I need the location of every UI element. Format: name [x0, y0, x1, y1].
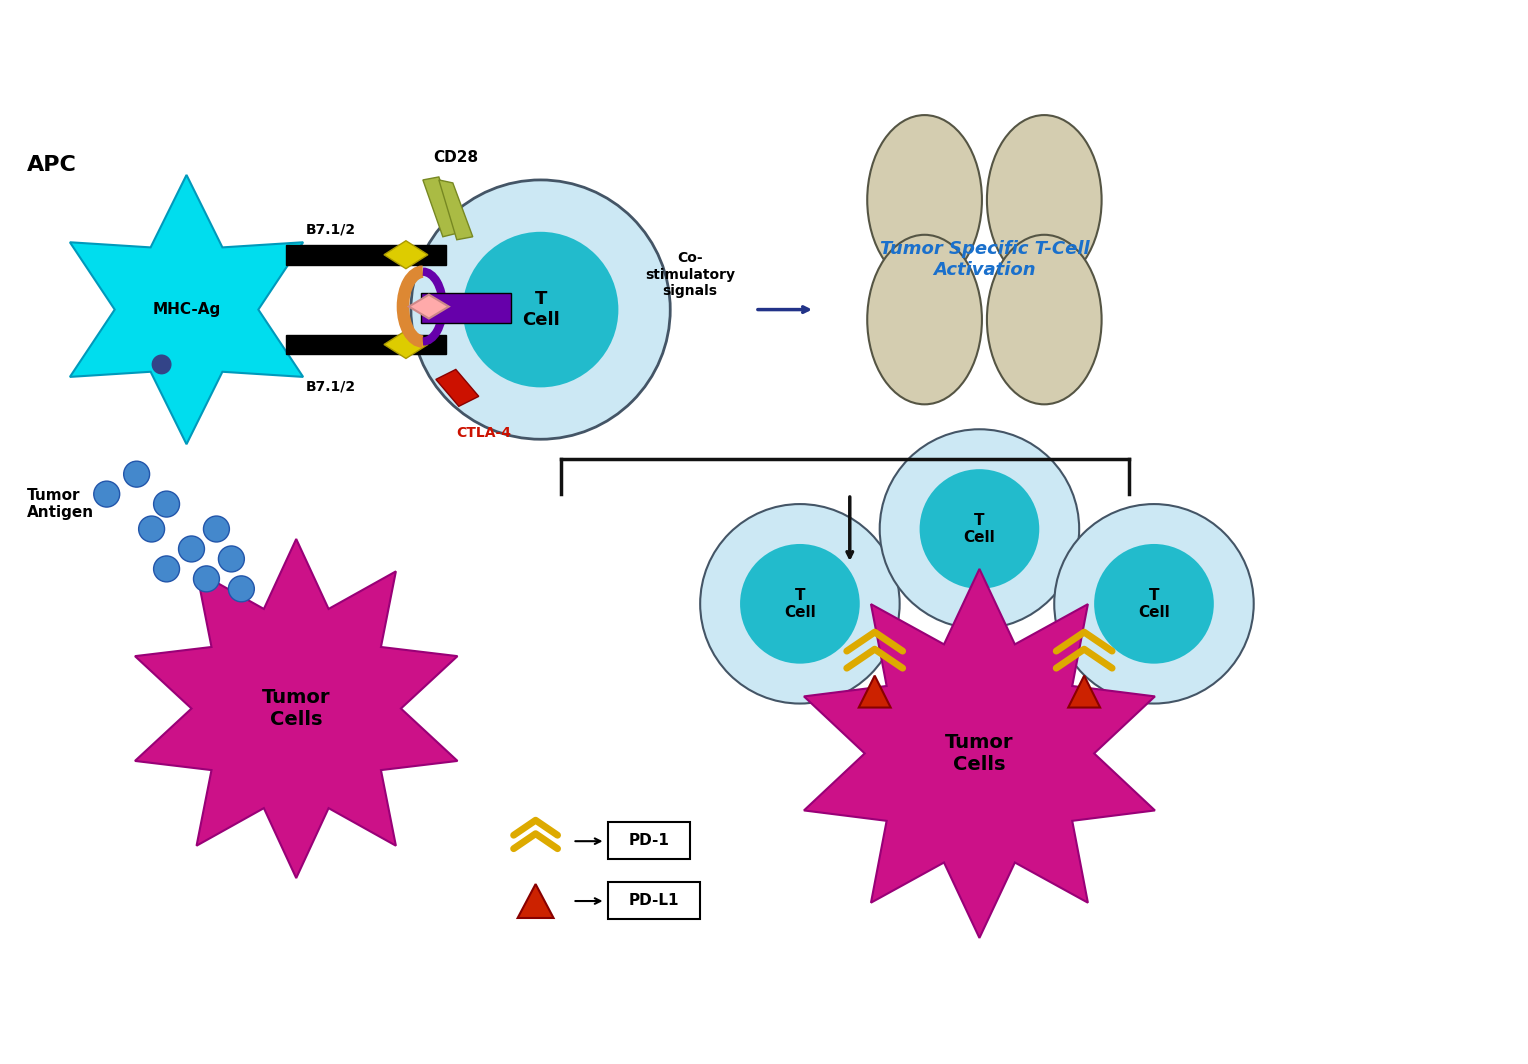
- Text: T
Cell: T Cell: [1138, 587, 1170, 620]
- Text: T
Cell: T Cell: [784, 587, 816, 620]
- Text: T
Cell: T Cell: [521, 290, 559, 329]
- FancyBboxPatch shape: [420, 293, 510, 322]
- FancyBboxPatch shape: [608, 882, 700, 919]
- Circle shape: [463, 232, 619, 387]
- Text: T
Cell: T Cell: [964, 513, 995, 545]
- Circle shape: [1054, 504, 1253, 703]
- Circle shape: [228, 576, 254, 602]
- Text: B7.1/2: B7.1/2: [306, 380, 356, 394]
- Circle shape: [700, 504, 900, 703]
- Polygon shape: [423, 177, 458, 237]
- FancyBboxPatch shape: [608, 822, 691, 859]
- Circle shape: [411, 180, 671, 439]
- Polygon shape: [435, 369, 478, 406]
- Text: Co-
stimulatory
signals: Co- stimulatory signals: [645, 251, 735, 298]
- Circle shape: [139, 516, 165, 542]
- Polygon shape: [70, 174, 303, 445]
- Polygon shape: [1068, 676, 1100, 708]
- Circle shape: [154, 555, 179, 582]
- Text: APC: APC: [28, 155, 76, 174]
- Circle shape: [179, 536, 205, 562]
- Circle shape: [1094, 544, 1213, 664]
- Circle shape: [93, 481, 119, 508]
- Ellipse shape: [868, 115, 983, 285]
- Polygon shape: [410, 295, 449, 318]
- Polygon shape: [859, 676, 891, 708]
- Ellipse shape: [868, 235, 983, 404]
- Text: Tumor
Cells: Tumor Cells: [261, 688, 330, 729]
- Circle shape: [151, 354, 171, 375]
- Polygon shape: [384, 240, 428, 269]
- Circle shape: [194, 566, 220, 592]
- Circle shape: [154, 492, 179, 517]
- Circle shape: [880, 429, 1079, 629]
- FancyBboxPatch shape: [286, 334, 446, 354]
- Text: CD28: CD28: [434, 150, 478, 165]
- Ellipse shape: [987, 235, 1102, 404]
- Text: PD-L1: PD-L1: [630, 893, 680, 908]
- Text: PD-1: PD-1: [630, 833, 669, 848]
- Circle shape: [124, 461, 150, 487]
- Text: CTLA-4: CTLA-4: [455, 427, 510, 440]
- Polygon shape: [134, 539, 457, 878]
- Polygon shape: [439, 180, 472, 239]
- Ellipse shape: [987, 115, 1102, 285]
- Polygon shape: [384, 331, 428, 359]
- Circle shape: [740, 544, 860, 664]
- Circle shape: [203, 516, 229, 542]
- FancyBboxPatch shape: [286, 245, 446, 265]
- Circle shape: [920, 469, 1039, 588]
- Text: MHC-Ag: MHC-Ag: [153, 302, 220, 317]
- Text: Tumor Specific T-Cell
Activation: Tumor Specific T-Cell Activation: [880, 240, 1089, 279]
- Text: B7.1/2: B7.1/2: [306, 222, 356, 237]
- Polygon shape: [518, 884, 553, 918]
- Polygon shape: [804, 569, 1155, 938]
- Text: Tumor
Antigen: Tumor Antigen: [28, 488, 95, 520]
- Circle shape: [219, 546, 244, 571]
- Text: Tumor
Cells: Tumor Cells: [946, 733, 1013, 774]
